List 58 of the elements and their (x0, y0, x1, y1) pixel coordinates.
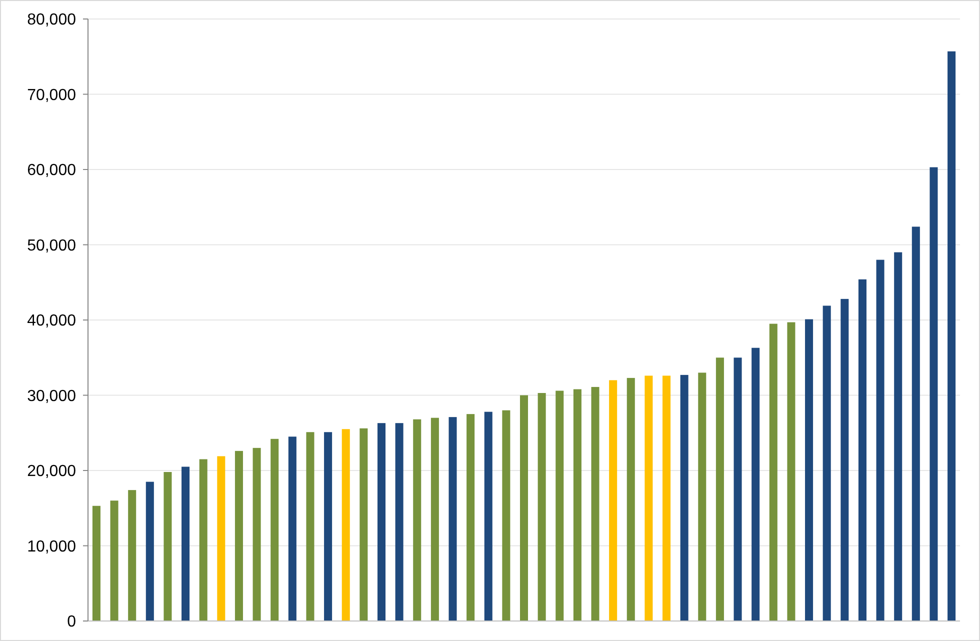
bar (752, 348, 760, 621)
bar (360, 428, 368, 621)
y-tick-label: 60,000 (27, 162, 76, 180)
bar (217, 456, 226, 621)
bar (164, 472, 172, 621)
bar (146, 482, 154, 621)
bar (876, 260, 884, 621)
bar (787, 322, 796, 621)
bar (734, 358, 742, 621)
bar (716, 358, 724, 621)
y-tick-label: 30,000 (27, 388, 76, 405)
bar (502, 410, 510, 621)
bar (609, 380, 618, 621)
bar (466, 414, 475, 621)
bar (591, 386, 600, 621)
bar (805, 319, 814, 621)
bar (92, 506, 100, 621)
y-tick-label: 40,000 (27, 312, 76, 330)
y-tick-label: 80,000 (27, 12, 76, 29)
y-tick-label: 0 (67, 614, 76, 631)
bar (234, 450, 243, 621)
bar (538, 392, 546, 621)
bar (306, 432, 314, 621)
bar (662, 376, 671, 621)
bar (822, 306, 831, 621)
bar (698, 372, 706, 621)
y-tick-label: 70,000 (27, 86, 76, 104)
bar (520, 395, 528, 621)
bar (252, 448, 261, 621)
y-tick-label: 10,000 (27, 538, 76, 556)
bar (430, 418, 439, 621)
bar (948, 51, 956, 621)
bar (840, 298, 849, 621)
bar (110, 500, 118, 621)
bar (680, 374, 688, 621)
bar (644, 376, 653, 621)
bar (377, 423, 386, 621)
bar (270, 438, 279, 621)
bar (288, 436, 296, 621)
bar (199, 459, 208, 621)
y-tick-label: 50,000 (27, 237, 76, 254)
bar (556, 390, 564, 621)
bar (894, 252, 902, 621)
y-tick-label: 20,000 (27, 463, 76, 480)
bar (342, 429, 350, 621)
bar (448, 417, 457, 621)
bar (573, 389, 582, 621)
bar (769, 324, 778, 621)
bar (128, 490, 136, 621)
bar (395, 423, 404, 621)
bar (182, 466, 190, 621)
bar (912, 226, 920, 621)
bar (413, 419, 422, 621)
bar (484, 412, 492, 621)
bar (858, 279, 866, 621)
bar (324, 432, 332, 621)
bar (626, 378, 635, 621)
bar (930, 167, 938, 621)
